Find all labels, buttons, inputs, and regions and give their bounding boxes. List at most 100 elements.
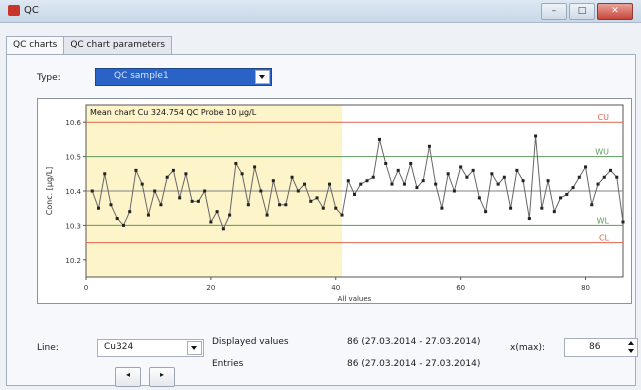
close-icon: ✕ — [611, 6, 619, 16]
type-select[interactable]: QC sample1 — [95, 68, 272, 86]
chevron-down-icon[interactable] — [255, 70, 270, 84]
data-point — [178, 196, 182, 200]
data-point — [559, 196, 563, 200]
data-point — [290, 175, 294, 179]
data-point — [540, 206, 544, 210]
data-point — [165, 175, 169, 179]
data-point — [440, 206, 444, 210]
xmax-label: x(max): — [510, 343, 545, 353]
data-point — [271, 179, 275, 183]
x-tick-label: 20 — [206, 284, 215, 292]
type-label: Type: — [37, 73, 61, 83]
data-point — [246, 203, 250, 207]
minimize-icon: – — [551, 6, 557, 16]
data-point — [228, 213, 232, 217]
xmax-spinner[interactable]: 86 — [564, 338, 638, 357]
type-select-value: QC sample1 — [114, 71, 169, 81]
data-point — [321, 206, 325, 210]
data-point — [171, 168, 175, 172]
data-point — [278, 203, 282, 207]
data-point — [465, 175, 469, 179]
chart-frame: CU WU WL CL 10.6 10.5 10.4 10.3 10.2 0 20 40 60 80 All… — [37, 98, 632, 304]
arrow-down-icon[interactable] — [628, 349, 634, 353]
line-label: Line: — [37, 343, 59, 353]
data-point — [121, 223, 125, 227]
arrow-left-icon: ◂ — [125, 370, 130, 379]
data-point — [371, 175, 375, 179]
control-line-label: WU — [595, 148, 609, 157]
data-point — [365, 179, 369, 183]
data-point — [209, 220, 213, 224]
previous-button[interactable]: ◂ — [115, 367, 141, 387]
data-point — [452, 189, 456, 193]
spinner-arrows[interactable] — [626, 340, 636, 355]
data-point — [184, 172, 188, 176]
data-point — [596, 182, 600, 186]
data-point — [240, 172, 244, 176]
tab-bar: QC charts QC chart parameters — [6, 36, 173, 56]
data-point — [377, 137, 381, 141]
data-point — [203, 189, 207, 193]
data-point — [434, 182, 438, 186]
close-button[interactable]: ✕ — [597, 3, 633, 20]
data-point — [340, 213, 344, 217]
data-point — [409, 161, 413, 165]
data-point — [496, 182, 500, 186]
data-point — [571, 186, 575, 190]
data-point — [103, 172, 107, 176]
line-select-value: Cu324 — [104, 342, 134, 352]
y-tick-label: 10.5 — [65, 154, 81, 162]
minimize-button[interactable]: – — [541, 3, 567, 20]
data-point — [359, 182, 363, 186]
x-tick-label: 60 — [456, 284, 465, 292]
maximize-icon: □ — [577, 6, 587, 16]
data-point — [621, 220, 625, 224]
data-point — [515, 168, 519, 172]
data-point — [590, 203, 594, 207]
tab-panel: Type: QC sample1 CU WU WL CL 10.6 10.5 10.4 10.… — [6, 54, 638, 387]
x-tick-label: 80 — [581, 284, 590, 292]
y-axis-label: Conc. [µg/L] — [45, 167, 54, 216]
displayed-values-label: Displayed values — [212, 337, 289, 347]
data-point — [509, 206, 513, 210]
data-point — [402, 182, 406, 186]
series-line — [91, 135, 624, 231]
y-tick-label: 10.6 — [65, 119, 81, 127]
data-point — [309, 199, 313, 203]
line-select[interactable]: Cu324 — [97, 339, 204, 357]
data-point — [565, 192, 569, 196]
data-point — [471, 168, 475, 172]
data-point — [552, 210, 556, 214]
data-point — [346, 179, 350, 183]
data-point — [190, 199, 194, 203]
tab-qc-chart-parameters[interactable]: QC chart parameters — [63, 36, 173, 55]
displayed-values-value: 86 (27.03.2014 - 27.03.2014) — [347, 337, 481, 347]
data-point — [584, 165, 588, 169]
data-point — [315, 196, 319, 200]
data-point — [96, 206, 100, 210]
entries-label: Entries — [212, 359, 244, 369]
next-button[interactable]: ▸ — [149, 367, 175, 387]
data-point — [353, 192, 356, 196]
data-point — [546, 179, 550, 183]
data-point — [446, 172, 450, 176]
data-point — [396, 168, 400, 172]
mean-chart: CU WU WL CL 10.6 10.5 10.4 10.3 10.2 0 20 40 60 80 All… — [45, 104, 625, 303]
x-tick-label: 0 — [84, 284, 88, 292]
tab-qc-charts[interactable]: QC charts — [6, 36, 65, 56]
arrow-up-icon[interactable] — [628, 341, 634, 345]
data-point — [334, 206, 338, 210]
control-line-label: WL — [597, 216, 610, 225]
data-point — [427, 144, 431, 148]
data-point — [484, 210, 488, 214]
data-point — [90, 189, 94, 193]
data-point — [477, 196, 481, 200]
data-point — [534, 134, 538, 138]
data-point — [234, 161, 238, 165]
maximize-button[interactable]: □ — [569, 3, 595, 20]
chevron-down-icon[interactable] — [187, 341, 202, 355]
data-point — [421, 179, 425, 183]
data-point — [146, 213, 150, 217]
data-point — [502, 175, 506, 179]
x-tick-label: 40 — [331, 284, 340, 292]
